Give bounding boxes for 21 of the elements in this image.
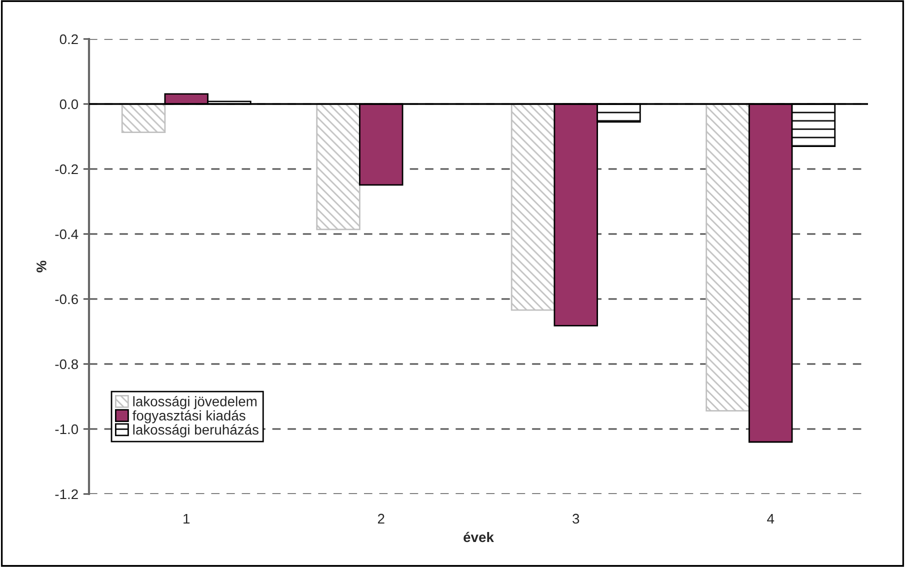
y-tick-label: -1.2 bbox=[55, 489, 78, 500]
bar bbox=[706, 103, 750, 412]
legend-label: fogyasztási kiadás bbox=[132, 410, 246, 424]
bar bbox=[121, 103, 166, 133]
x-axis-title: évek bbox=[464, 532, 494, 542]
legend-label: lakossági beruházás bbox=[133, 424, 258, 438]
bar bbox=[316, 103, 360, 230]
y-tick-label: 0.0 bbox=[60, 99, 78, 110]
x-tick-label: 2 bbox=[378, 514, 384, 524]
x-tick-label: 3 bbox=[572, 514, 580, 524]
y-tick-label: -0.8 bbox=[55, 359, 78, 370]
x-tick-label: 4 bbox=[767, 514, 774, 524]
bar bbox=[510, 103, 556, 311]
legend-label: lakossági jövedelem bbox=[133, 396, 257, 410]
y-tick-label: -0.2 bbox=[55, 164, 78, 174]
y-tick-label: -0.6 bbox=[55, 294, 78, 304]
y-tick-label: 0.2 bbox=[60, 34, 78, 44]
x-tick-label: 1 bbox=[184, 514, 190, 524]
y-axis-title: % bbox=[36, 260, 46, 272]
y-tick-label: -1.0 bbox=[55, 424, 78, 434]
y-tick-label: -0.4 bbox=[55, 229, 78, 240]
